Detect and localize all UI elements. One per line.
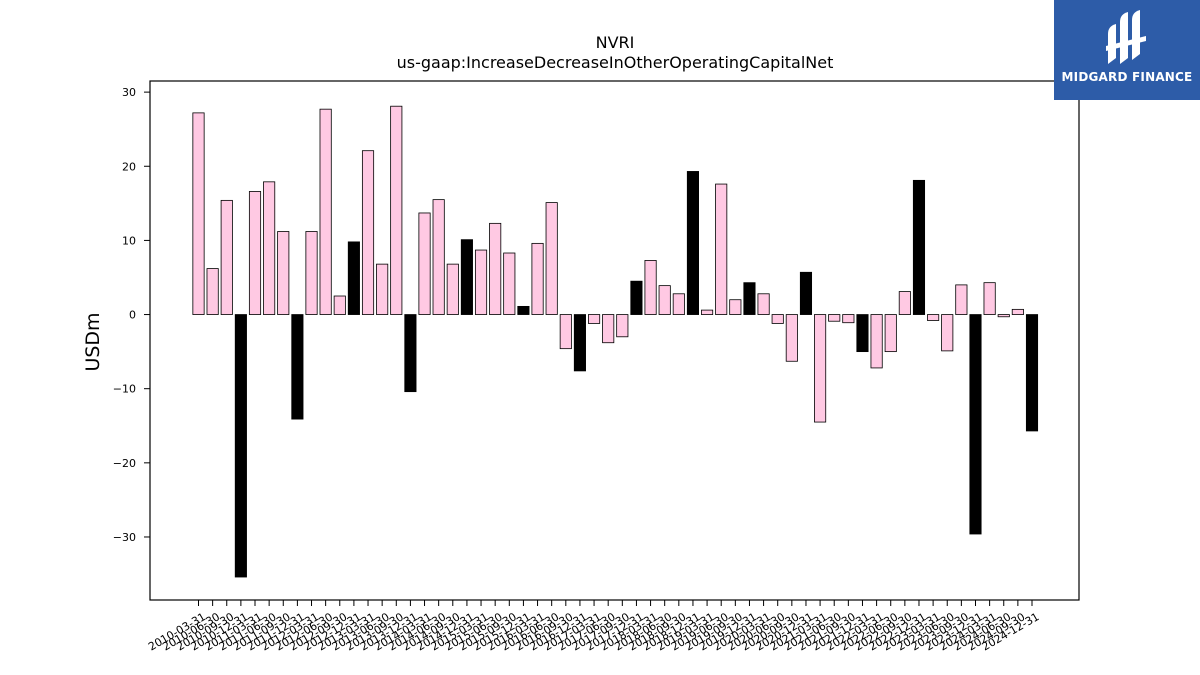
bar-2014-06-30 (432, 199, 445, 315)
bar-2010-06-30 (206, 268, 219, 315)
y-tick-label: −10 (113, 383, 136, 396)
bar-2023-09-30 (955, 284, 968, 315)
bar-2014-09-30 (446, 263, 459, 315)
bars-layer (192, 105, 1039, 578)
y-tick-label: −30 (113, 531, 136, 544)
y-tick-label: 0 (129, 309, 136, 322)
bar-2010-09-30 (220, 199, 233, 315)
bar-2017-09-30 (616, 314, 629, 338)
bar-2020-12-31 (799, 271, 813, 315)
plot-frame (149, 80, 1080, 601)
bar-2021-12-31 (856, 314, 869, 353)
brand-name: MIDGARD FINANCE (1061, 70, 1193, 84)
bar-2010-12-31 (234, 314, 247, 578)
bar-2012-09-30 (333, 295, 346, 315)
bar-2019-03-31 (701, 309, 714, 315)
y-tick-label: 30 (122, 86, 136, 99)
bar-2023-06-30 (941, 314, 954, 352)
chart-subtitle: us-gaap:IncreaseDecreaseInOtherOperating… (397, 53, 834, 72)
bar-2022-12-31 (912, 179, 926, 315)
bar-2012-03-31 (305, 231, 318, 315)
bar-2022-06-30 (884, 314, 897, 353)
bar-2016-03-31 (531, 242, 544, 315)
bar-2024-12-31 (1025, 314, 1039, 432)
y-tick-label: −20 (113, 457, 136, 470)
bar-2011-12-31 (291, 314, 304, 420)
y-tick-label: 20 (122, 160, 136, 173)
bar-2018-03-31 (644, 260, 657, 315)
bar-2024-09-30 (1011, 308, 1024, 315)
bar-2023-03-31 (927, 314, 940, 321)
bar-2014-03-31 (418, 212, 431, 315)
bar-2020-06-30 (771, 314, 784, 324)
bar-2024-06-30 (997, 314, 1010, 318)
bar-2015-06-30 (489, 222, 502, 315)
bar-2013-09-30 (390, 105, 403, 315)
bar-2018-06-30 (658, 285, 671, 315)
chart-title: NVRI (596, 33, 635, 52)
bar-2011-03-31 (248, 191, 262, 315)
bar-2018-12-31 (686, 171, 699, 315)
bar-2019-12-31 (743, 282, 756, 315)
bar-2011-09-30 (277, 231, 290, 315)
bar-2023-12-31 (969, 314, 982, 535)
bar-2015-03-31 (474, 249, 488, 315)
midgard-logo-icon (1106, 10, 1146, 64)
bar-2012-12-31 (347, 241, 360, 315)
bar-2016-06-30 (545, 202, 558, 315)
bar-2010-03-31 (192, 112, 205, 315)
bar-2022-09-30 (898, 291, 911, 315)
bar-2013-03-31 (361, 150, 375, 315)
bar-2017-12-31 (630, 280, 643, 315)
bar-2021-03-31 (814, 314, 827, 423)
bar-2021-06-30 (828, 314, 841, 322)
bar-2012-06-30 (319, 108, 332, 315)
bar-2017-03-31 (588, 314, 601, 324)
bar-2017-06-30 (602, 314, 615, 344)
bar-2022-03-31 (870, 314, 883, 369)
brand-logo: MIDGARD FINANCE (1054, 0, 1200, 100)
ticks-layer: 2010-03-312010-06-302010-09-302010-12-31… (113, 86, 1042, 653)
y-tick-label: 10 (122, 234, 136, 247)
bar-2015-12-31 (517, 305, 530, 315)
bar-2014-12-31 (460, 239, 473, 315)
bar-2024-03-31 (983, 282, 996, 315)
bar-2020-09-30 (785, 314, 798, 362)
bar-2013-06-30 (376, 263, 389, 315)
bar-2013-12-31 (404, 314, 417, 393)
bar-2011-06-30 (263, 181, 276, 315)
bar-2015-09-30 (503, 252, 516, 315)
bar-2021-09-30 (842, 314, 855, 324)
y-axis-label: USDm (82, 312, 104, 371)
bar-2019-09-30 (729, 299, 742, 315)
bar-2016-12-31 (573, 314, 586, 372)
bar-2016-09-30 (559, 314, 572, 350)
bar-2020-03-31 (757, 293, 770, 315)
bar-2018-09-30 (672, 293, 685, 315)
bar-2019-06-30 (715, 183, 728, 315)
